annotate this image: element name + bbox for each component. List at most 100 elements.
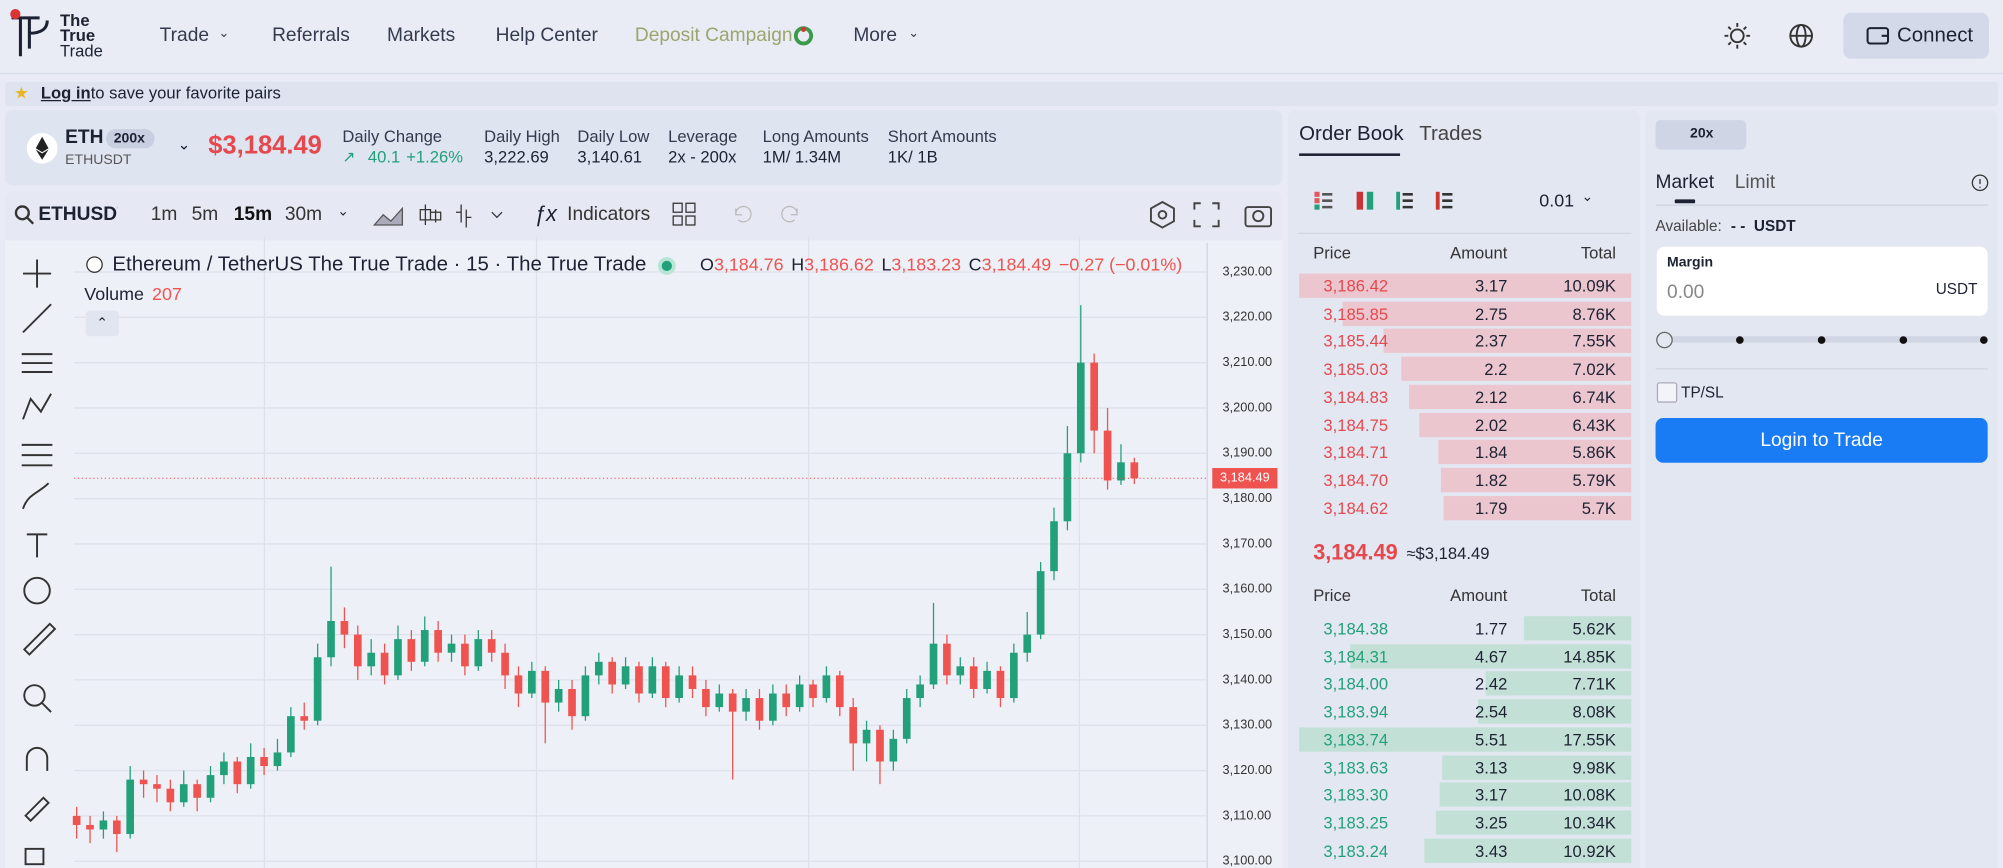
nav-item[interactable]: Markets: [387, 24, 456, 47]
search-icon[interactable]: [14, 205, 35, 225]
leverage-button[interactable]: [1655, 120, 1747, 150]
candle-body: [72, 815, 81, 825]
depth-bar: [1524, 616, 1632, 641]
candle-body: [969, 666, 978, 689]
nav-item[interactable]: Help Center: [495, 24, 598, 47]
toolbar-icons[interactable]: [672, 202, 813, 228]
candle-body: [782, 693, 791, 708]
candle-body: [99, 820, 108, 830]
price: 3,184.00: [1323, 674, 1389, 694]
depth-bar: [1299, 273, 1632, 298]
depth-bar: [1419, 412, 1632, 437]
margin-input[interactable]: [1656, 246, 1988, 316]
candle-body: [434, 630, 442, 653]
candle-body: [769, 693, 777, 721]
candle-body: [621, 666, 630, 685]
interval[interactable]: 15m: [233, 203, 273, 225]
candle-body: [795, 684, 804, 708]
column-header: Price: [1313, 243, 1352, 263]
candle-body: [688, 675, 697, 689]
available-label: Available:: [1655, 217, 1722, 235]
tab[interactable]: Order Book: [1299, 123, 1404, 145]
candle-body: [755, 698, 764, 721]
connect-label[interactable]: Connect: [1896, 24, 1974, 47]
drawing-tools[interactable]: [15, 253, 58, 867]
candle-body: [675, 675, 683, 699]
depth-bar: [1438, 440, 1632, 465]
candle-body: [956, 666, 965, 676]
leverage-label[interactable]: 20x: [1690, 125, 1714, 142]
stat-value: 3,140.61: [577, 147, 643, 167]
login-link[interactable]: Log in: [40, 83, 91, 103]
candle-body: [835, 675, 844, 708]
login-button[interactable]: [1655, 418, 1988, 463]
price: 3,185.85: [1323, 304, 1389, 324]
collapse-button[interactable]: ⌃: [85, 310, 119, 337]
candle-body: [206, 775, 215, 798]
logo-icon: [10, 8, 49, 57]
chart-type-icons[interactable]: [372, 199, 513, 230]
depth-bar: [1400, 356, 1632, 382]
y-tick-label: 3,200.00: [1222, 399, 1272, 414]
last-price: $3,184.49: [208, 131, 322, 160]
logo-text: Trade: [60, 41, 103, 61]
nav-item[interactable]: More: [853, 24, 897, 47]
fx-icon[interactable]: ƒx: [533, 201, 557, 227]
candle-body: [86, 824, 94, 830]
tab-underline: [1674, 199, 1696, 204]
pair: ETHUSDT: [65, 152, 132, 168]
y-tick-label: 3,190.00: [1222, 445, 1272, 460]
divider: [1297, 232, 1632, 234]
ohlc-key: H: [791, 253, 805, 275]
candle-body: [179, 784, 188, 803]
amount: 1.77: [1475, 619, 1508, 639]
tab[interactable]: Limit: [1734, 171, 1776, 194]
toolbar-right-icons[interactable]: [1147, 199, 1275, 230]
tpsl-checkbox[interactable]: [1656, 382, 1678, 403]
chevron[interactable]: ⌄: [177, 135, 191, 154]
price: 3,184.62: [1323, 498, 1389, 518]
y-tick-label: 3,220.00: [1222, 309, 1272, 324]
depth-bar: [1299, 727, 1632, 752]
theme-icon[interactable]: [1723, 22, 1751, 50]
chevron: ⌄: [218, 26, 230, 41]
language-icon[interactable]: [1788, 23, 1814, 49]
chart-symbol[interactable]: ETHUSDT: [38, 203, 118, 225]
ohlc-key: O: [700, 253, 714, 275]
interval[interactable]: 1m: [150, 203, 178, 225]
interval[interactable]: 30m: [284, 203, 323, 225]
nav-item[interactable]: Trade: [159, 24, 210, 47]
price-step[interactable]: 0.01: [1539, 189, 1575, 211]
candle-body: [126, 779, 135, 835]
trend-arrow: ↗: [342, 148, 356, 166]
chevron[interactable]: ⌄: [337, 203, 350, 220]
book-view-icons[interactable]: [1312, 189, 1465, 212]
tab[interactable]: Trades: [1419, 123, 1483, 145]
nav-item[interactable]: Referrals: [272, 24, 350, 47]
tpsl-label[interactable]: TP/SL: [1681, 383, 1724, 402]
slider[interactable]: [1654, 329, 1993, 352]
total: 5.62K: [1572, 619, 1616, 639]
indicators[interactable]: Indicators: [567, 203, 651, 225]
login-button-label[interactable]: Login to Trade: [1760, 429, 1883, 452]
candle-body: [1117, 462, 1125, 481]
candle-body: [822, 675, 831, 699]
total: 5.79K: [1572, 470, 1616, 490]
total: 8.08K: [1572, 702, 1616, 722]
price: 3,184.70: [1323, 470, 1389, 490]
ohlc-value: 3,183.23: [891, 253, 962, 275]
leverage-text: 200x: [113, 130, 145, 147]
nav-item[interactable]: Deposit Campaign: [634, 24, 793, 47]
candle-body: [742, 698, 750, 712]
tab[interactable]: Market: [1655, 171, 1715, 194]
chevron[interactable]: ⌄: [1581, 189, 1594, 206]
tab-underline: [1299, 153, 1401, 156]
interval[interactable]: 5m: [191, 203, 219, 225]
candle-body: [1050, 521, 1058, 572]
leverage-badge: [106, 129, 155, 149]
candle-body: [715, 693, 724, 708]
info-icon[interactable]: [1971, 174, 1989, 192]
y-tick-label: 3,130.00: [1222, 717, 1272, 732]
total: 8.76K: [1572, 304, 1616, 324]
